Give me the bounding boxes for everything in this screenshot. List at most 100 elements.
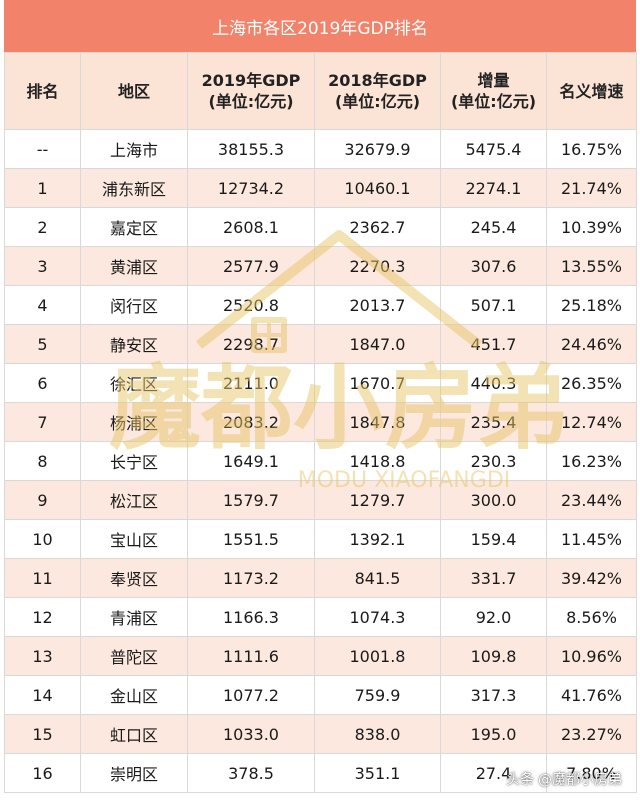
cell-region: 闵行区 — [80, 285, 188, 325]
cell-rank: 14 — [4, 675, 81, 715]
cell-increase: 331.7 — [440, 558, 547, 598]
cell-increase: 92.0 — [440, 597, 547, 637]
cell-increase: 245.4 — [440, 207, 547, 247]
table-row: 12 青浦区 1166.3 1074.3 92.0 8.56% — [4, 597, 637, 637]
cell-gdp2018: 1279.7 — [314, 480, 441, 520]
cell-gdp2018: 838.0 — [314, 714, 441, 754]
header-gdp2019-line1: 2019年GDP — [201, 71, 301, 90]
cell-gdp2018: 2013.7 — [314, 285, 441, 325]
header-rank-label: 排名 — [26, 81, 59, 101]
cell-gdp2019: 2608.1 — [187, 207, 315, 247]
cell-gdp2019: 1077.2 — [187, 675, 315, 715]
cell-gdp2018: 1670.7 — [314, 363, 441, 403]
header-increase: 增量 (单位:亿元) — [440, 52, 547, 130]
table-row: 14 金山区 1077.2 759.9 317.3 41.76% — [4, 675, 637, 715]
page: 上海市各区2019年GDP排名 排名 地区 2019年GDP (单位:亿元) 2… — [4, 0, 637, 801]
header-growth: 名义增速 — [546, 52, 637, 130]
header-growth-label: 名义增速 — [559, 81, 624, 101]
cell-rank: 2 — [4, 207, 81, 247]
table-row: 5 静安区 2298.7 1847.0 451.7 24.46% — [4, 324, 637, 364]
cell-region: 杨浦区 — [80, 402, 188, 442]
cell-increase: 317.3 — [440, 675, 547, 715]
cell-rank: 8 — [4, 441, 81, 481]
cell-rank: 12 — [4, 597, 81, 637]
cell-region: 浦东新区 — [80, 168, 188, 208]
cell-gdp2019: 2298.7 — [187, 324, 315, 364]
cell-gdp2018: 759.9 — [314, 675, 441, 715]
table-row: 13 普陀区 1111.6 1001.8 109.8 10.96% — [4, 636, 637, 676]
credit-prefix: 头条 — [506, 772, 534, 788]
cell-gdp2018: 1418.8 — [314, 441, 441, 481]
cell-growth: 11.45% — [546, 519, 637, 559]
page-title: 上海市各区2019年GDP排名 — [4, 0, 636, 52]
cell-gdp2018: 1847.0 — [314, 324, 441, 364]
table-row: 7 杨浦区 2083.2 1847.8 235.4 12.74% — [4, 402, 637, 442]
cell-region: 静安区 — [80, 324, 188, 364]
gdp-table: 排名 地区 2019年GDP (单位:亿元) 2018年GDP (单位:亿元) … — [4, 52, 637, 793]
header-region-label: 地区 — [117, 81, 150, 101]
cell-increase: 230.3 — [440, 441, 547, 481]
cell-rank: 3 — [4, 246, 81, 286]
cell-gdp2019: 1033.0 — [187, 714, 315, 754]
cell-increase: 440.3 — [440, 363, 547, 403]
cell-region: 普陀区 — [80, 636, 188, 676]
cell-rank: 4 — [4, 285, 81, 325]
cell-gdp2019: 1579.7 — [187, 480, 315, 520]
cell-rank: 7 — [4, 402, 81, 442]
table-row: 3 黄浦区 2577.9 2270.3 307.6 13.55% — [4, 246, 637, 286]
cell-gdp2019: 38155.3 — [187, 129, 315, 169]
cell-growth: 13.55% — [546, 246, 637, 286]
table-row: 16 崇明区 378.5 351.1 27.4 7.80% — [4, 753, 637, 793]
cell-growth: 7.80% — [546, 753, 637, 793]
cell-region: 青浦区 — [80, 597, 188, 637]
cell-region: 嘉定区 — [80, 207, 188, 247]
cell-region: 上海市 — [80, 129, 188, 169]
cell-rank: 13 — [4, 636, 81, 676]
table-body: -- 上海市 38155.3 32679.9 5475.4 16.75% 1 浦东新区 1273… — [4, 129, 637, 793]
cell-gdp2018: 1847.8 — [314, 402, 441, 442]
cell-region: 长宁区 — [80, 441, 188, 481]
cell-region: 金山区 — [80, 675, 188, 715]
cell-growth: 26.35% — [546, 363, 637, 403]
source-credit: 头条 @魔都小房弟 — [506, 769, 622, 789]
cell-gdp2018: 1074.3 — [314, 597, 441, 637]
cell-gdp2018: 351.1 — [314, 753, 441, 793]
table-row: 1 浦东新区 12734.2 10460.1 2274.1 21.74% — [4, 168, 637, 208]
cell-gdp2018: 32679.9 — [314, 129, 441, 169]
cell-gdp2018: 2270.3 — [314, 246, 441, 286]
cell-region: 崇明区 — [80, 753, 188, 793]
table-row: 9 松江区 1579.7 1279.7 300.0 23.44% — [4, 480, 637, 520]
header-gdp2019-line2: (单位:亿元) — [208, 92, 294, 111]
cell-increase: 27.4 — [440, 753, 547, 793]
header-gdp2018-line1: 2018年GDP — [328, 71, 427, 90]
cell-gdp2019: 12734.2 — [187, 168, 315, 208]
cell-growth: 21.74% — [546, 168, 637, 208]
cell-rank: 11 — [4, 558, 81, 598]
cell-gdp2019: 2083.2 — [187, 402, 315, 442]
cell-increase: 109.8 — [440, 636, 547, 676]
cell-increase: 159.4 — [440, 519, 547, 559]
cell-region: 宝山区 — [80, 519, 188, 559]
cell-growth: 41.76% — [546, 675, 637, 715]
cell-gdp2019: 2520.8 — [187, 285, 315, 325]
cell-growth: 23.44% — [546, 480, 637, 520]
cell-rank: -- — [4, 129, 81, 169]
cell-gdp2019: 2111.0 — [187, 363, 315, 403]
cell-increase: 235.4 — [440, 402, 547, 442]
cell-gdp2019: 1551.5 — [187, 519, 315, 559]
table-row: 2 嘉定区 2608.1 2362.7 245.4 10.39% — [4, 207, 637, 247]
cell-increase: 195.0 — [440, 714, 547, 754]
cell-gdp2019: 1173.2 — [187, 558, 315, 598]
cell-gdp2019: 1166.3 — [187, 597, 315, 637]
header-gdp2018: 2018年GDP (单位:亿元) — [314, 52, 441, 130]
header-increase-line2: (单位:亿元) — [450, 92, 537, 111]
cell-gdp2019: 378.5 — [187, 753, 315, 793]
header-region: 地区 — [80, 52, 188, 130]
cell-region: 徐汇区 — [80, 363, 188, 403]
cell-region: 虹口区 — [80, 714, 188, 754]
cell-growth: 24.46% — [546, 324, 637, 364]
table-row: 10 宝山区 1551.5 1392.1 159.4 11.45% — [4, 519, 637, 559]
cell-gdp2018: 1001.8 — [314, 636, 441, 676]
cell-rank: 1 — [4, 168, 81, 208]
cell-rank: 5 — [4, 324, 81, 364]
